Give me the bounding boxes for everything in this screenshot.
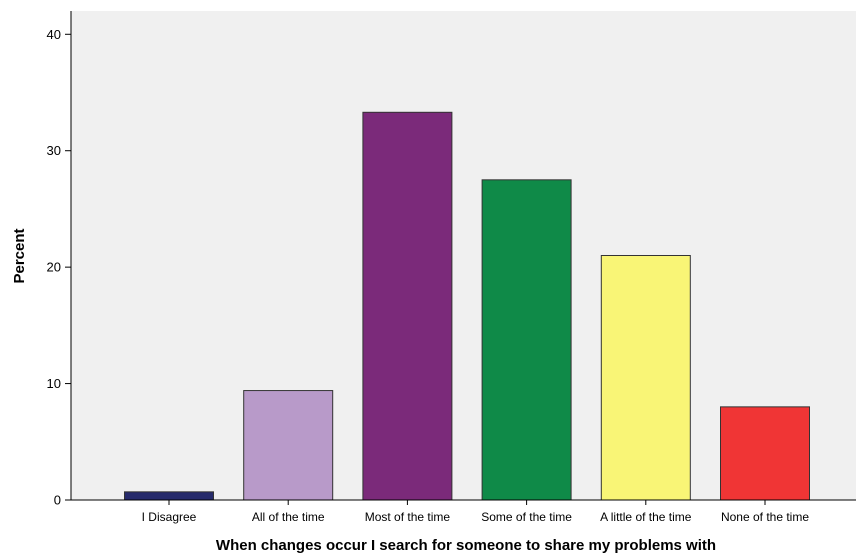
y-axis-title: Percent [11, 228, 28, 283]
x-axis-title: When changes occur I search for someone … [216, 537, 716, 554]
bar-1 [243, 390, 334, 501]
x-category-label-5: None of the time [721, 510, 809, 524]
y-tick-label-40: 40 [47, 27, 61, 42]
bar-5 [720, 406, 810, 501]
y-tick-label-0: 0 [54, 493, 61, 508]
y-tick-label-20: 20 [47, 260, 61, 275]
y-tick-label-10: 10 [47, 376, 61, 391]
x-category-label-2: Most of the time [365, 510, 451, 524]
bar-4 [600, 255, 691, 501]
x-category-label-4: A little of the time [600, 510, 692, 524]
x-category-label-3: Some of the time [481, 510, 572, 524]
x-category-label-1: All of the time [252, 510, 325, 524]
x-labels-group: I Disagree All of the time Most of the tim… [142, 500, 809, 524]
y-ticks-group: 0 10 20 30 40 [47, 27, 71, 508]
bars-group [124, 111, 810, 501]
bar-3 [481, 179, 572, 501]
x-category-label-0: I Disagree [142, 510, 197, 524]
bar-2 [362, 111, 453, 501]
y-tick-label-30: 30 [47, 143, 61, 158]
bar-0 [124, 491, 214, 501]
